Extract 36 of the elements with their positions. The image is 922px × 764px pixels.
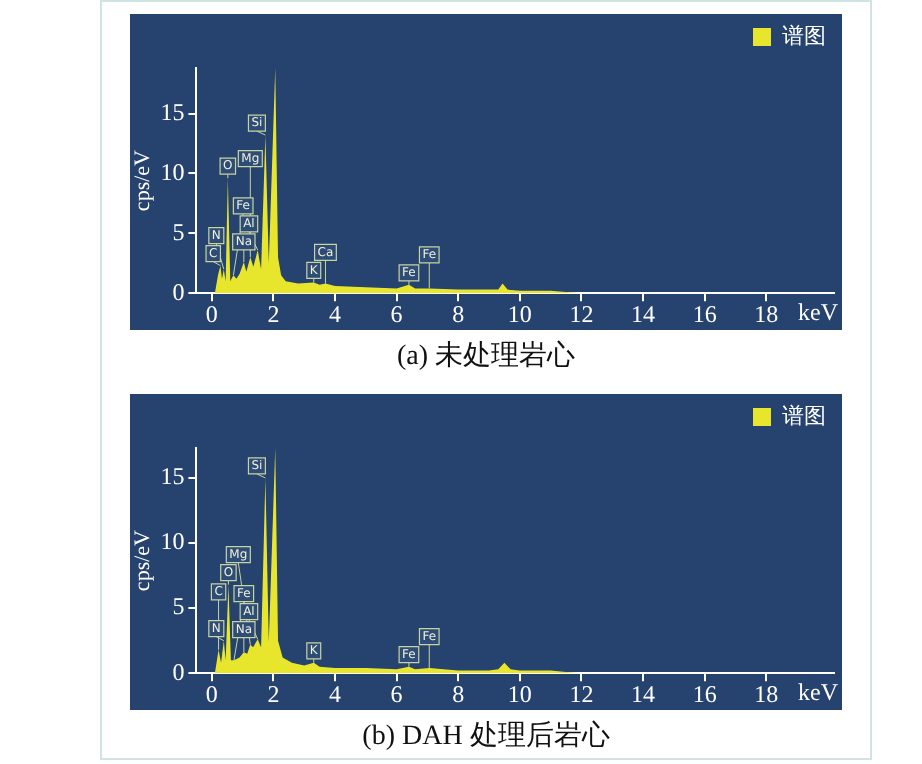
- y-tick-label: 15: [160, 462, 185, 491]
- x-tick-label: 10: [507, 299, 532, 328]
- x-tick-label: 8: [452, 299, 465, 328]
- x-tick-label: 12: [569, 299, 594, 328]
- y-axis-title: cps/eV: [130, 149, 155, 212]
- x-tick-label: 18: [754, 679, 779, 708]
- y-tick-label: 5: [172, 592, 185, 621]
- x-tick-label: 4: [329, 679, 342, 708]
- y-tick-label: 15: [160, 97, 185, 126]
- x-tick-label: 2: [267, 299, 280, 328]
- x-tick-label: 18: [754, 299, 779, 328]
- x-tick-label: 12: [569, 679, 594, 708]
- y-tick-label: 10: [160, 157, 185, 186]
- x-axis-title: keV: [798, 298, 839, 327]
- x-tick-label: 8: [452, 679, 465, 708]
- x-tick-label: 0: [205, 299, 218, 328]
- y-tick-label: 0: [172, 277, 185, 306]
- x-tick-label: 16: [692, 299, 717, 328]
- x-tick-label: 14: [631, 299, 656, 328]
- x-tick-label: 0: [205, 679, 218, 708]
- x-axis-title: keV: [798, 678, 839, 707]
- x-tick-label: 10: [507, 679, 532, 708]
- legend-label: 谱图: [782, 402, 826, 429]
- y-tick-label: 5: [172, 217, 185, 246]
- x-tick-label: 2: [267, 679, 280, 708]
- y-tick-label: 0: [172, 657, 185, 686]
- x-tick-label: 6: [390, 679, 403, 708]
- text: (a) 未处理岩心: [394, 338, 578, 374]
- x-tick-label: 14: [631, 679, 656, 708]
- x-tick-label: 6: [390, 299, 403, 328]
- y-tick-label: 10: [160, 527, 185, 556]
- text: (b) DAH 处理后岩心: [360, 718, 612, 754]
- legend-label: 谱图: [782, 22, 826, 49]
- x-tick-label: 16: [692, 679, 717, 708]
- x-tick-label: 4: [329, 299, 342, 328]
- y-axis-title: cps/eV: [130, 529, 155, 592]
